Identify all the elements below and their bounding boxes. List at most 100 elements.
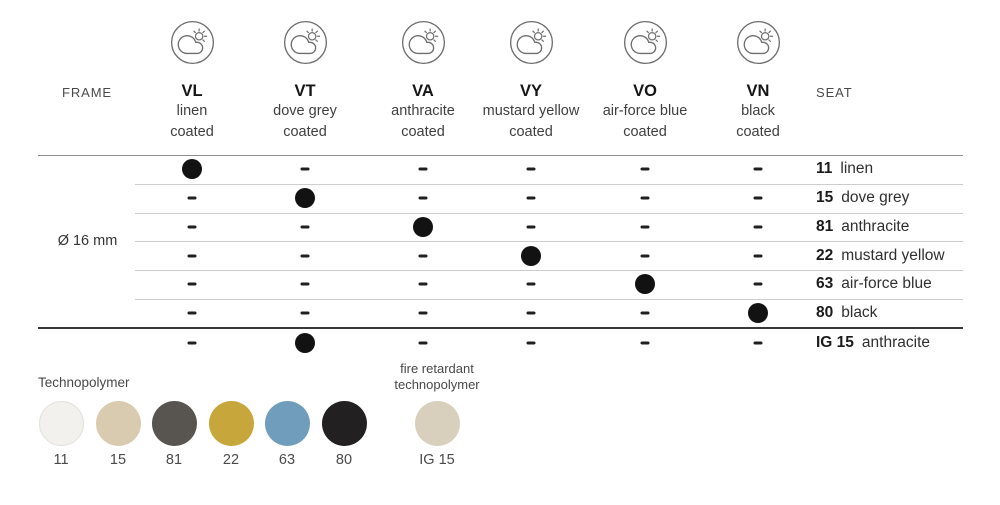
available-dot-marker — [295, 333, 315, 353]
not-available-dash-marker — [187, 341, 197, 345]
available-dot-marker — [413, 216, 433, 237]
frame-color-name: anthracite — [391, 103, 455, 119]
available-dot-marker — [295, 188, 315, 208]
table-row: 11 linen — [0, 155, 1000, 184]
table-row: 15 dove grey — [0, 184, 1000, 213]
frame-column-vy: VY mustard yellow coated — [466, 20, 596, 142]
color-swatch-63 — [265, 401, 310, 446]
not-available-dash-marker — [753, 225, 763, 229]
sun-cloud-outdoor-icon — [736, 20, 781, 65]
not-available-dash-marker — [640, 254, 650, 257]
swatch-code-label: 22 — [222, 452, 240, 468]
not-available-dash-marker — [418, 254, 428, 257]
color-swatch-15 — [96, 401, 141, 446]
row-divider — [135, 241, 963, 242]
seat-label: 22 mustard yellow — [816, 247, 945, 265]
frame-code: VN — [746, 82, 770, 100]
color-swatch-ig15 — [415, 401, 460, 446]
seat-name: linen — [840, 160, 874, 178]
frame-column-vt: VT dove grey coated — [240, 20, 370, 142]
frame-size-label: Ø 16 mm — [57, 233, 118, 249]
color-swatch-22 — [209, 401, 254, 446]
row-divider — [135, 270, 963, 271]
not-available-dash-marker — [640, 225, 650, 229]
not-available-dash-marker — [753, 167, 763, 171]
sun-cloud-outdoor-icon — [509, 20, 554, 65]
swatch-code-label: 81 — [165, 452, 183, 468]
not-available-dash-marker — [526, 225, 536, 229]
seat-name: anthracite — [841, 217, 910, 235]
not-available-dash-marker — [753, 341, 763, 345]
frame-code: VT — [294, 82, 316, 100]
not-available-dash-marker — [640, 167, 650, 171]
seat-code: 81 — [816, 217, 834, 235]
frame-column-vn: VN black coated — [693, 20, 823, 142]
seat-label: 11 linen — [816, 160, 873, 178]
not-available-dash-marker — [300, 282, 310, 286]
not-available-dash-marker — [187, 282, 197, 286]
seat-name: anthracite — [861, 334, 930, 351]
frame-color-name: mustard yellow — [482, 103, 580, 119]
frame-color-name: dove grey — [273, 103, 337, 119]
table-row: 80 black — [0, 299, 1000, 327]
seat-label: 63 air-force blue — [816, 275, 932, 293]
frame-code: VO — [633, 82, 657, 100]
technopolymer-legend-title: Technopolymer — [38, 375, 130, 390]
not-available-dash-marker — [753, 282, 763, 286]
seat-code: 63 — [816, 275, 834, 293]
frame-color-name: linen — [176, 103, 208, 119]
frame-finish: coated — [170, 123, 214, 140]
frame-finish: coated — [623, 123, 667, 140]
sun-cloud-outdoor-icon — [170, 20, 215, 65]
available-dot-marker — [182, 159, 202, 180]
color-swatch-81 — [152, 401, 197, 446]
swatch-code-label: IG 15 — [419, 452, 455, 468]
sun-cloud-outdoor-icon — [401, 20, 446, 65]
not-available-dash-marker — [753, 196, 763, 200]
row-divider — [135, 212, 963, 214]
frame-finish: coated — [283, 123, 327, 140]
not-available-dash-marker — [418, 341, 428, 345]
frame-color-name: air-force blue — [602, 103, 688, 119]
not-available-dash-marker — [526, 341, 536, 345]
seat-name: mustard yellow — [841, 246, 945, 264]
available-dot-marker — [635, 274, 655, 295]
seat-label: 15 dove grey — [816, 189, 909, 207]
not-available-dash-marker — [300, 225, 310, 229]
table-group-rule — [38, 326, 963, 329]
frame-finish: coated — [401, 123, 445, 140]
table-row: 63 air-force blue — [0, 270, 1000, 299]
not-available-dash-marker — [187, 196, 197, 200]
not-available-dash-marker — [753, 254, 763, 257]
table-row: 22 mustard yellow — [0, 241, 1000, 270]
table-row: 81 anthracite — [0, 213, 1000, 242]
seat-label: 80 black — [816, 304, 877, 322]
available-dot-marker — [748, 302, 768, 323]
frame-finish: coated — [509, 123, 553, 140]
color-swatch-80 — [322, 401, 367, 446]
seat-code: 80 — [816, 303, 834, 321]
fire-retardant-legend-title: fire retardant technopolymer — [394, 361, 480, 392]
swatch-code-label: 11 — [53, 452, 69, 468]
not-available-dash-marker — [640, 341, 650, 345]
frame-column-label: FRAME — [62, 85, 112, 100]
seat-label: IG 15 anthracite — [816, 334, 930, 352]
frame-column-vo: VO air-force blue coated — [580, 20, 710, 142]
not-available-dash-marker — [300, 254, 310, 257]
row-divider — [135, 298, 963, 300]
seat-code: 11 — [816, 160, 833, 178]
seat-code: IG 15 — [816, 334, 854, 351]
sun-cloud-outdoor-icon — [283, 20, 328, 65]
swatch-code-label: 80 — [335, 452, 353, 468]
not-available-dash-marker — [640, 196, 650, 200]
swatch-code-label: 63 — [278, 452, 296, 468]
frame-code: VL — [181, 82, 203, 100]
not-available-dash-marker — [187, 225, 197, 229]
not-available-dash-marker — [418, 282, 428, 286]
not-available-dash-marker — [526, 167, 536, 171]
frame-code: VA — [412, 82, 434, 100]
table-top-rule — [38, 155, 963, 156]
not-available-dash-marker — [526, 282, 536, 286]
seat-name: air-force blue — [841, 275, 932, 293]
